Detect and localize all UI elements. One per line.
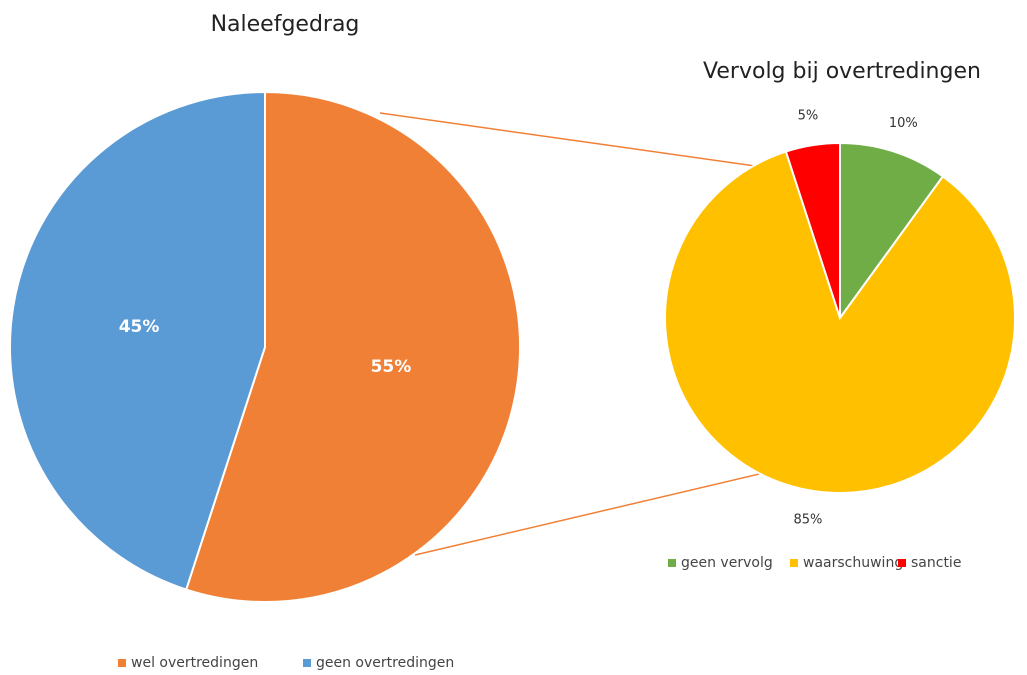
data-label: 10%: [889, 116, 918, 131]
legend-swatch: [668, 559, 676, 567]
legend-label: waarschuwing: [803, 555, 903, 571]
pie-slice: [784, 141, 841, 319]
pie-slice: [184, 90, 521, 603]
legend-label: geen vervolg: [681, 555, 773, 571]
legend-swatch: [303, 659, 311, 667]
legend-swatch: [898, 559, 906, 567]
data-label: 5%: [798, 108, 819, 123]
pie-slice: [839, 141, 945, 322]
data-label: 55%: [371, 357, 412, 377]
legend-label: sanctie: [911, 555, 961, 571]
chart-title: Naleefgedrag: [211, 12, 360, 37]
legend-label: geen overtredingen: [316, 655, 454, 671]
data-label: 85%: [794, 513, 823, 528]
legend-swatch: [118, 659, 126, 667]
data-label: 45%: [119, 317, 160, 337]
legend-swatch: [790, 559, 798, 567]
chart-title: Vervolg bij overtredingen: [703, 59, 981, 84]
legend-label: wel overtredingen: [131, 655, 258, 671]
pie-slice: [664, 150, 1016, 494]
pie-slice: [9, 90, 266, 591]
